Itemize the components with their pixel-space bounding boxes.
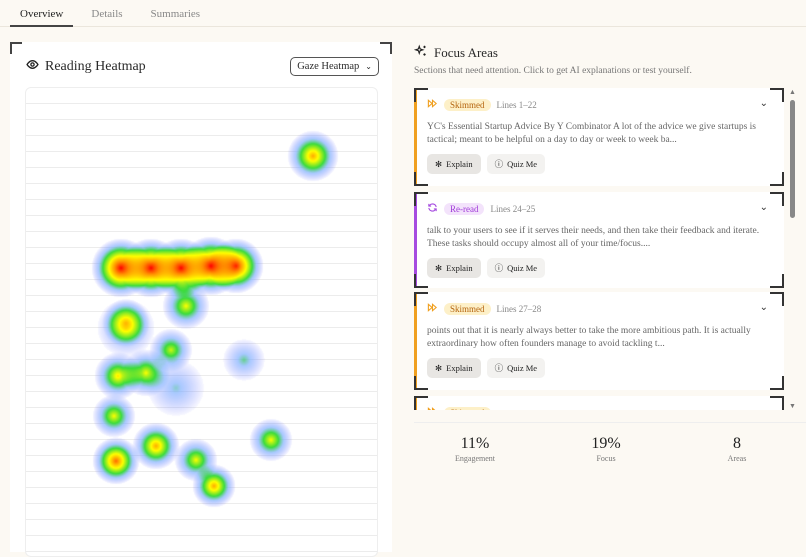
focus-areas-header: Focus Areas	[413, 44, 498, 62]
focus-item[interactable]: Skimmed	[414, 396, 784, 410]
help-circle-icon: ⓘ	[494, 159, 504, 169]
focus-type-badge: Skimmed	[444, 98, 491, 111]
focus-item[interactable]: Skimmed Lines 27–28 ⌄ points out that it is…	[414, 292, 784, 390]
quiz-label: Quiz Me	[507, 159, 538, 169]
chevron-down-icon[interactable]: ⌄	[759, 202, 768, 213]
stat-value: 19%	[591, 435, 621, 452]
eye-icon	[26, 58, 39, 76]
focus-list: Skimmed Lines 1–22 ⌄ YC's Essential Startup…	[414, 88, 784, 410]
scroll-down-icon[interactable]: ▼	[789, 402, 796, 410]
scrollbar[interactable]: ▲ ▼	[788, 88, 798, 410]
focus-excerpt: YC's Essential Startup Advice By Y Combi…	[427, 122, 756, 145]
quiz-me-button[interactable]: ⓘ Quiz Me	[486, 358, 546, 378]
stat-focus: 19% Focus	[556, 435, 656, 463]
divider	[414, 422, 806, 423]
sparkles-icon: ✻	[435, 262, 443, 273]
heatmap-panel: Reading Heatmap Gaze Heatmap ⌄	[10, 42, 392, 557]
stat-label: Focus	[596, 454, 616, 463]
sparkles-icon: ✻	[435, 362, 443, 373]
stat-label: Areas	[727, 454, 747, 463]
chevron-down-icon[interactable]: ⌄	[759, 98, 768, 109]
heatmap-title: Reading Heatmap	[45, 59, 146, 74]
heatmap-header: Reading Heatmap	[26, 58, 146, 76]
heatmap-canvas	[25, 87, 378, 557]
focus-areas-subtitle: Sections that need attention. Click to g…	[414, 66, 692, 76]
refresh-icon	[427, 202, 438, 215]
tab-bar: Overview Details Summaries	[0, 0, 806, 27]
fast-forward-icon	[427, 98, 438, 111]
explain-label: Explain	[446, 159, 473, 169]
stat-value: 11%	[460, 435, 490, 452]
tab-details[interactable]: Details	[91, 8, 123, 20]
help-circle-icon: ⓘ	[494, 263, 504, 273]
chevron-down-icon: ⌄	[365, 62, 372, 71]
explain-button[interactable]: ✻ Explain	[427, 358, 481, 378]
explain-label: Explain	[446, 263, 473, 273]
focus-lines: Lines 24–25	[490, 203, 536, 214]
tab-overview[interactable]: Overview	[10, 0, 74, 27]
heatmap-mode-select[interactable]: Gaze Heatmap ⌄	[290, 57, 379, 76]
explain-label: Explain	[446, 363, 473, 373]
quiz-label: Quiz Me	[507, 363, 538, 373]
sparkles-icon	[413, 44, 428, 62]
explain-button[interactable]: ✻ Explain	[427, 154, 481, 174]
focus-type-badge: Skimmed	[444, 302, 491, 315]
sparkles-icon: ✻	[435, 158, 443, 169]
quiz-me-button[interactable]: ⓘ Quiz Me	[486, 258, 546, 278]
explain-button[interactable]: ✻ Explain	[427, 258, 481, 278]
quiz-label: Quiz Me	[507, 263, 538, 273]
heatmap-mode-value: Gaze Heatmap	[297, 61, 360, 72]
focus-item[interactable]: Skimmed Lines 1–22 ⌄ YC's Essential Startup…	[414, 88, 784, 186]
fast-forward-icon	[427, 406, 438, 410]
scroll-up-icon[interactable]: ▲	[789, 88, 796, 96]
focus-excerpt: talk to your users to see if it serves t…	[427, 226, 760, 249]
scrollbar-thumb[interactable]	[790, 100, 795, 218]
focus-type-badge: Re-read	[444, 202, 485, 215]
stat-areas: 8 Areas	[687, 435, 787, 463]
stat-label: Engagement	[455, 454, 495, 463]
quiz-me-button[interactable]: ⓘ Quiz Me	[486, 154, 546, 174]
tab-summaries[interactable]: Summaries	[150, 8, 201, 20]
focus-lines: Lines 1–22	[496, 99, 537, 110]
focus-excerpt: points out that it is nearly always bett…	[427, 326, 751, 349]
focus-lines: Lines 27–28	[496, 303, 542, 314]
help-circle-icon: ⓘ	[494, 363, 504, 373]
stat-engagement: 11% Engagement	[425, 435, 525, 463]
fast-forward-icon	[427, 302, 438, 315]
chevron-down-icon[interactable]: ⌄	[759, 302, 768, 313]
focus-areas-title: Focus Areas	[434, 45, 498, 60]
focus-type-badge: Skimmed	[444, 406, 491, 410]
focus-item[interactable]: Re-read Lines 24–25 ⌄ talk to your users to…	[414, 192, 784, 288]
stat-value: 8	[733, 435, 741, 452]
